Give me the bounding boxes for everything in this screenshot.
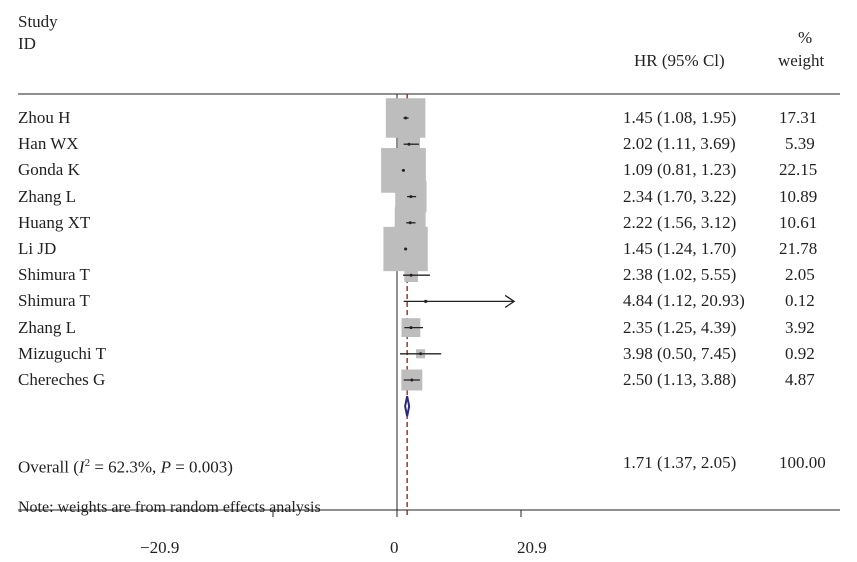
study-label: Gonda K [18, 160, 80, 180]
point-estimate [410, 378, 414, 382]
point-estimate [404, 116, 408, 120]
study-weight: 21.78 [779, 239, 818, 258]
study-ci: 2.35 (1.25, 4.39) [623, 317, 737, 337]
study-weight: 5.39 [785, 134, 815, 154]
study-weight: 2.05 [785, 265, 815, 285]
x-tick-label: 0 [390, 538, 399, 557]
point-estimate [404, 247, 408, 251]
point-estimate [407, 142, 411, 146]
study-label: Zhang L [18, 186, 77, 206]
study-weight: 4.87 [785, 370, 815, 389]
study-weight: 17.31 [779, 108, 818, 127]
overall-label-p: P [160, 457, 171, 477]
study-label: Han WX [18, 134, 79, 154]
point-estimate [424, 299, 428, 303]
overall-diamond [404, 396, 411, 417]
study-label: Chereches G [18, 370, 106, 389]
point-estimate [409, 195, 413, 199]
study-weight: 0.12 [785, 291, 815, 311]
x-tick-label: −20.9 [140, 538, 180, 557]
overall-weight: 100.00 [779, 453, 826, 472]
hr-header: HR (95% Cl) [634, 51, 725, 70]
point-estimate [419, 352, 423, 356]
overall-label-sup: 2 [84, 457, 91, 469]
study-weight: 22.15 [779, 160, 818, 180]
overall-label-i: I [78, 457, 85, 477]
overall-ci: 1.71 (1.37, 2.05) [623, 453, 737, 472]
point-estimate [401, 168, 405, 172]
study-label: Huang XT [18, 212, 91, 232]
study-label: Zhang L [18, 317, 77, 337]
study-header-line2: ID [18, 34, 36, 53]
ci-arrow [504, 294, 516, 308]
study-label: Zhou H [18, 108, 71, 127]
study-weight: 3.92 [785, 317, 815, 337]
study-label: Shimura T [18, 291, 90, 311]
study-ci: 2.50 (1.13, 3.88) [623, 370, 737, 389]
overall-label-mid: = 62.3%, [90, 457, 161, 477]
study-label: Mizuguchi T [18, 343, 106, 363]
study-ci: 1.09 (0.81, 1.23) [623, 160, 737, 180]
overall-label-prefix: Overall ( [18, 457, 79, 477]
weights-note: Note: weights are from random effects an… [18, 499, 321, 516]
study-ci: 4.84 (1.12, 20.93) [623, 291, 745, 311]
study-label: Shimura T [18, 265, 90, 285]
weight-header-line1: % [798, 28, 813, 47]
study-label: Li JD [18, 239, 57, 258]
weight-header-line2: weight [778, 51, 825, 70]
overall-label-end: = 0.003) [170, 457, 233, 477]
study-ci: 2.22 (1.56, 3.12) [623, 212, 737, 232]
study-header-line1: Study [18, 12, 58, 31]
point-estimate [409, 326, 413, 330]
point-estimate [409, 273, 413, 277]
point-estimate [408, 221, 412, 225]
study-ci: 2.34 (1.70, 3.22) [623, 186, 737, 206]
study-ci: 1.45 (1.24, 1.70) [623, 239, 737, 258]
overall-label: Overall (I2 = 62.3%, P = 0.003) [18, 453, 233, 478]
study-ci: 2.38 (1.02, 5.55) [623, 265, 737, 285]
study-ci: 1.45 (1.08, 1.95) [623, 108, 737, 127]
x-tick-label: 20.9 [517, 538, 547, 557]
study-ci: 2.02 (1.11, 3.69) [623, 134, 736, 154]
study-ci: 3.98 (0.50, 7.45) [623, 343, 737, 363]
study-weight: 10.61 [779, 212, 818, 232]
study-weight: 10.89 [779, 186, 818, 206]
study-weight: 0.92 [785, 343, 815, 363]
